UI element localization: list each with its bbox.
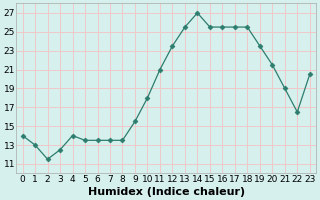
X-axis label: Humidex (Indice chaleur): Humidex (Indice chaleur) [88,187,245,197]
